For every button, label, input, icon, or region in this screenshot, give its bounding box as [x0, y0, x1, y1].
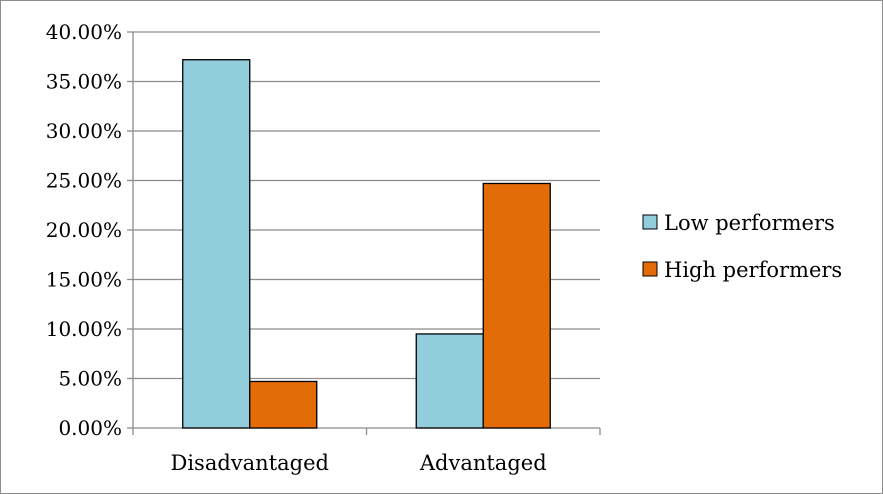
- y-tick-label: 35.00%: [46, 70, 122, 94]
- bar-high-performers-disadvantaged: [249, 380, 318, 429]
- y-tick-label: 40.00%: [46, 20, 122, 44]
- y-tick-label: 30.00%: [46, 119, 122, 143]
- legend-swatch: [642, 261, 658, 277]
- y-tick-label: 15.00%: [46, 268, 122, 292]
- legend-label: Low performers: [664, 211, 835, 235]
- bar-high-performers-advantaged: [482, 182, 551, 429]
- y-tick-label: 0.00%: [58, 416, 122, 440]
- y-tick-label: 10.00%: [46, 317, 122, 341]
- y-tick-label: 25.00%: [46, 169, 122, 193]
- bar-low-performers-advantaged: [415, 333, 484, 429]
- y-tick-label: 20.00%: [46, 218, 122, 242]
- x-category-label: Disadvantaged: [171, 451, 329, 475]
- x-category-label: Advantaged: [419, 451, 547, 475]
- y-tick-label: 5.00%: [58, 367, 122, 391]
- bar-low-performers-disadvantaged: [182, 59, 251, 429]
- legend-swatch: [642, 214, 658, 230]
- legend-label: High performers: [664, 258, 842, 282]
